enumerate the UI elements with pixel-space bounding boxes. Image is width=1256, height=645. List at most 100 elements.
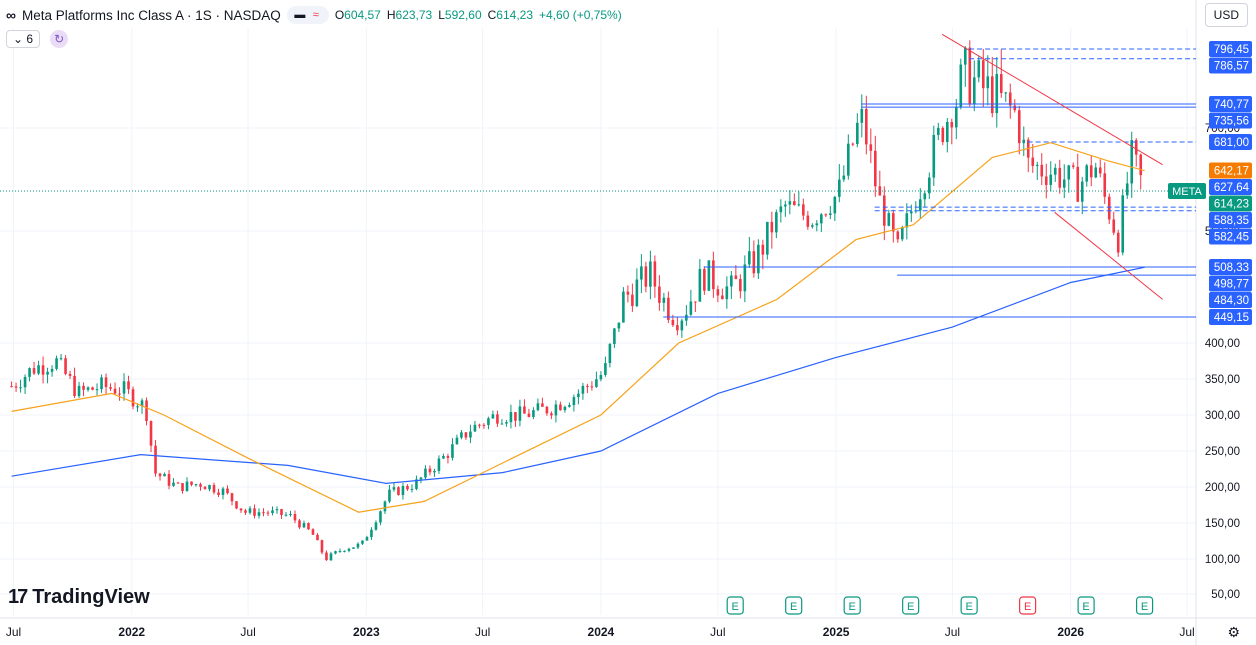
compare-mode-icon[interactable]: ≈ (312, 9, 319, 21)
candle-body (1089, 165, 1093, 178)
candle-body (918, 199, 922, 211)
candle-body (257, 512, 261, 516)
candle-body (604, 363, 607, 375)
candle-body (644, 266, 648, 287)
x-tick-label: 2026 (1057, 625, 1084, 639)
candle-body (460, 432, 463, 438)
earnings-marker[interactable] (785, 596, 803, 615)
earnings-marker[interactable] (1135, 596, 1154, 615)
candle-body (190, 481, 193, 485)
candle-body (936, 127, 940, 135)
candle-body (397, 487, 400, 496)
sync-icon[interactable]: ↻ (50, 30, 69, 48)
candle-body (361, 540, 364, 544)
candle-body (568, 405, 571, 407)
candle-body (226, 488, 229, 494)
candle-body (622, 291, 625, 323)
candle-body (1116, 232, 1120, 253)
candle-body (1125, 183, 1129, 196)
candle-body (1076, 166, 1080, 202)
candle-body (536, 403, 540, 411)
candle-body (500, 423, 504, 425)
price-label-box (1209, 292, 1252, 308)
earnings-marker[interactable] (960, 596, 978, 615)
price-label: 614,23 (1214, 198, 1249, 210)
candle-body (113, 388, 117, 394)
y-tick-label: 350,00 (1205, 374, 1240, 386)
candle-body (451, 444, 454, 458)
earnings-marker[interactable] (902, 596, 920, 615)
candle-body (140, 400, 144, 407)
y-tick-label: 150,00 (1205, 518, 1240, 530)
candle-body (203, 486, 207, 490)
indicator-toggle-button[interactable]: ⌄ 6 (6, 30, 41, 48)
price-label: 740,77 (1214, 99, 1249, 111)
candle-body (338, 551, 342, 553)
candle-body (212, 485, 216, 493)
candle-body (793, 201, 796, 206)
earnings-marker[interactable] (1019, 596, 1037, 615)
candle-body (365, 537, 369, 541)
candle-body (909, 211, 913, 214)
candle-body (293, 514, 297, 521)
price-label-box (1209, 112, 1252, 129)
symbol-title[interactable]: Meta Platforms Inc Class A · 1S · NASDAQ (21, 7, 281, 23)
price-label-box (1209, 259, 1252, 275)
earnings-marker[interactable] (726, 596, 744, 615)
candle-body (235, 501, 238, 509)
candle-body (730, 275, 733, 287)
candle-body (46, 371, 49, 375)
earnings-marker-label: E (732, 601, 739, 613)
earnings-marker[interactable] (843, 596, 861, 615)
candle-body (811, 225, 814, 227)
candle-body (590, 386, 594, 388)
candle-body (41, 365, 45, 375)
candle-body (990, 76, 994, 114)
price-label-box (1209, 228, 1252, 245)
earnings-marker[interactable] (1077, 596, 1095, 615)
chart-mode-pill[interactable]: ▬ ≈ (286, 6, 329, 24)
earnings-marker-label: E (907, 601, 914, 613)
candle-body (563, 406, 567, 411)
candle-body (383, 501, 387, 512)
candle-body (527, 413, 531, 417)
price-label: 588,35 (1214, 215, 1249, 227)
candle-body (104, 377, 108, 388)
candle-body (185, 481, 189, 492)
x-tick-label: 2024 (588, 625, 615, 639)
price-label: 449,15 (1214, 312, 1249, 324)
candle-body (424, 468, 427, 478)
candle-body (595, 379, 598, 387)
candle-body (932, 134, 936, 178)
candle-body (1004, 92, 1008, 94)
x-tick-label: Jul (240, 625, 255, 639)
candle-body (1062, 179, 1066, 188)
tradingview-logo[interactable]: 17 TradingView (8, 586, 150, 609)
candle-body (545, 406, 549, 414)
settings-icon[interactable]: ⚙ (1227, 624, 1240, 640)
bar-mode-icon[interactable]: ▬ (294, 9, 306, 21)
candle-body (352, 547, 355, 549)
candle-body (784, 204, 787, 207)
candle-body (968, 47, 972, 105)
y-tick-label: 300,00 (1205, 410, 1240, 422)
ma200-line (11, 266, 1145, 485)
candle-body (667, 297, 670, 320)
candle-body (1049, 174, 1053, 185)
candle-body (505, 422, 508, 424)
candle-body (734, 275, 738, 280)
candle-body (698, 269, 702, 302)
low-value: 592,60 (444, 8, 482, 22)
candle-body (509, 412, 513, 423)
candle-body (748, 251, 751, 265)
price-label-box (1209, 41, 1252, 57)
candle-body (118, 393, 121, 395)
candle-body (514, 412, 517, 421)
candle-body (131, 389, 135, 407)
candle-body (127, 381, 130, 390)
price-label-box (1209, 162, 1252, 179)
x-tick-label: Jul (475, 625, 490, 639)
candle-body (442, 455, 445, 459)
currency-button[interactable]: USD (1204, 3, 1248, 27)
